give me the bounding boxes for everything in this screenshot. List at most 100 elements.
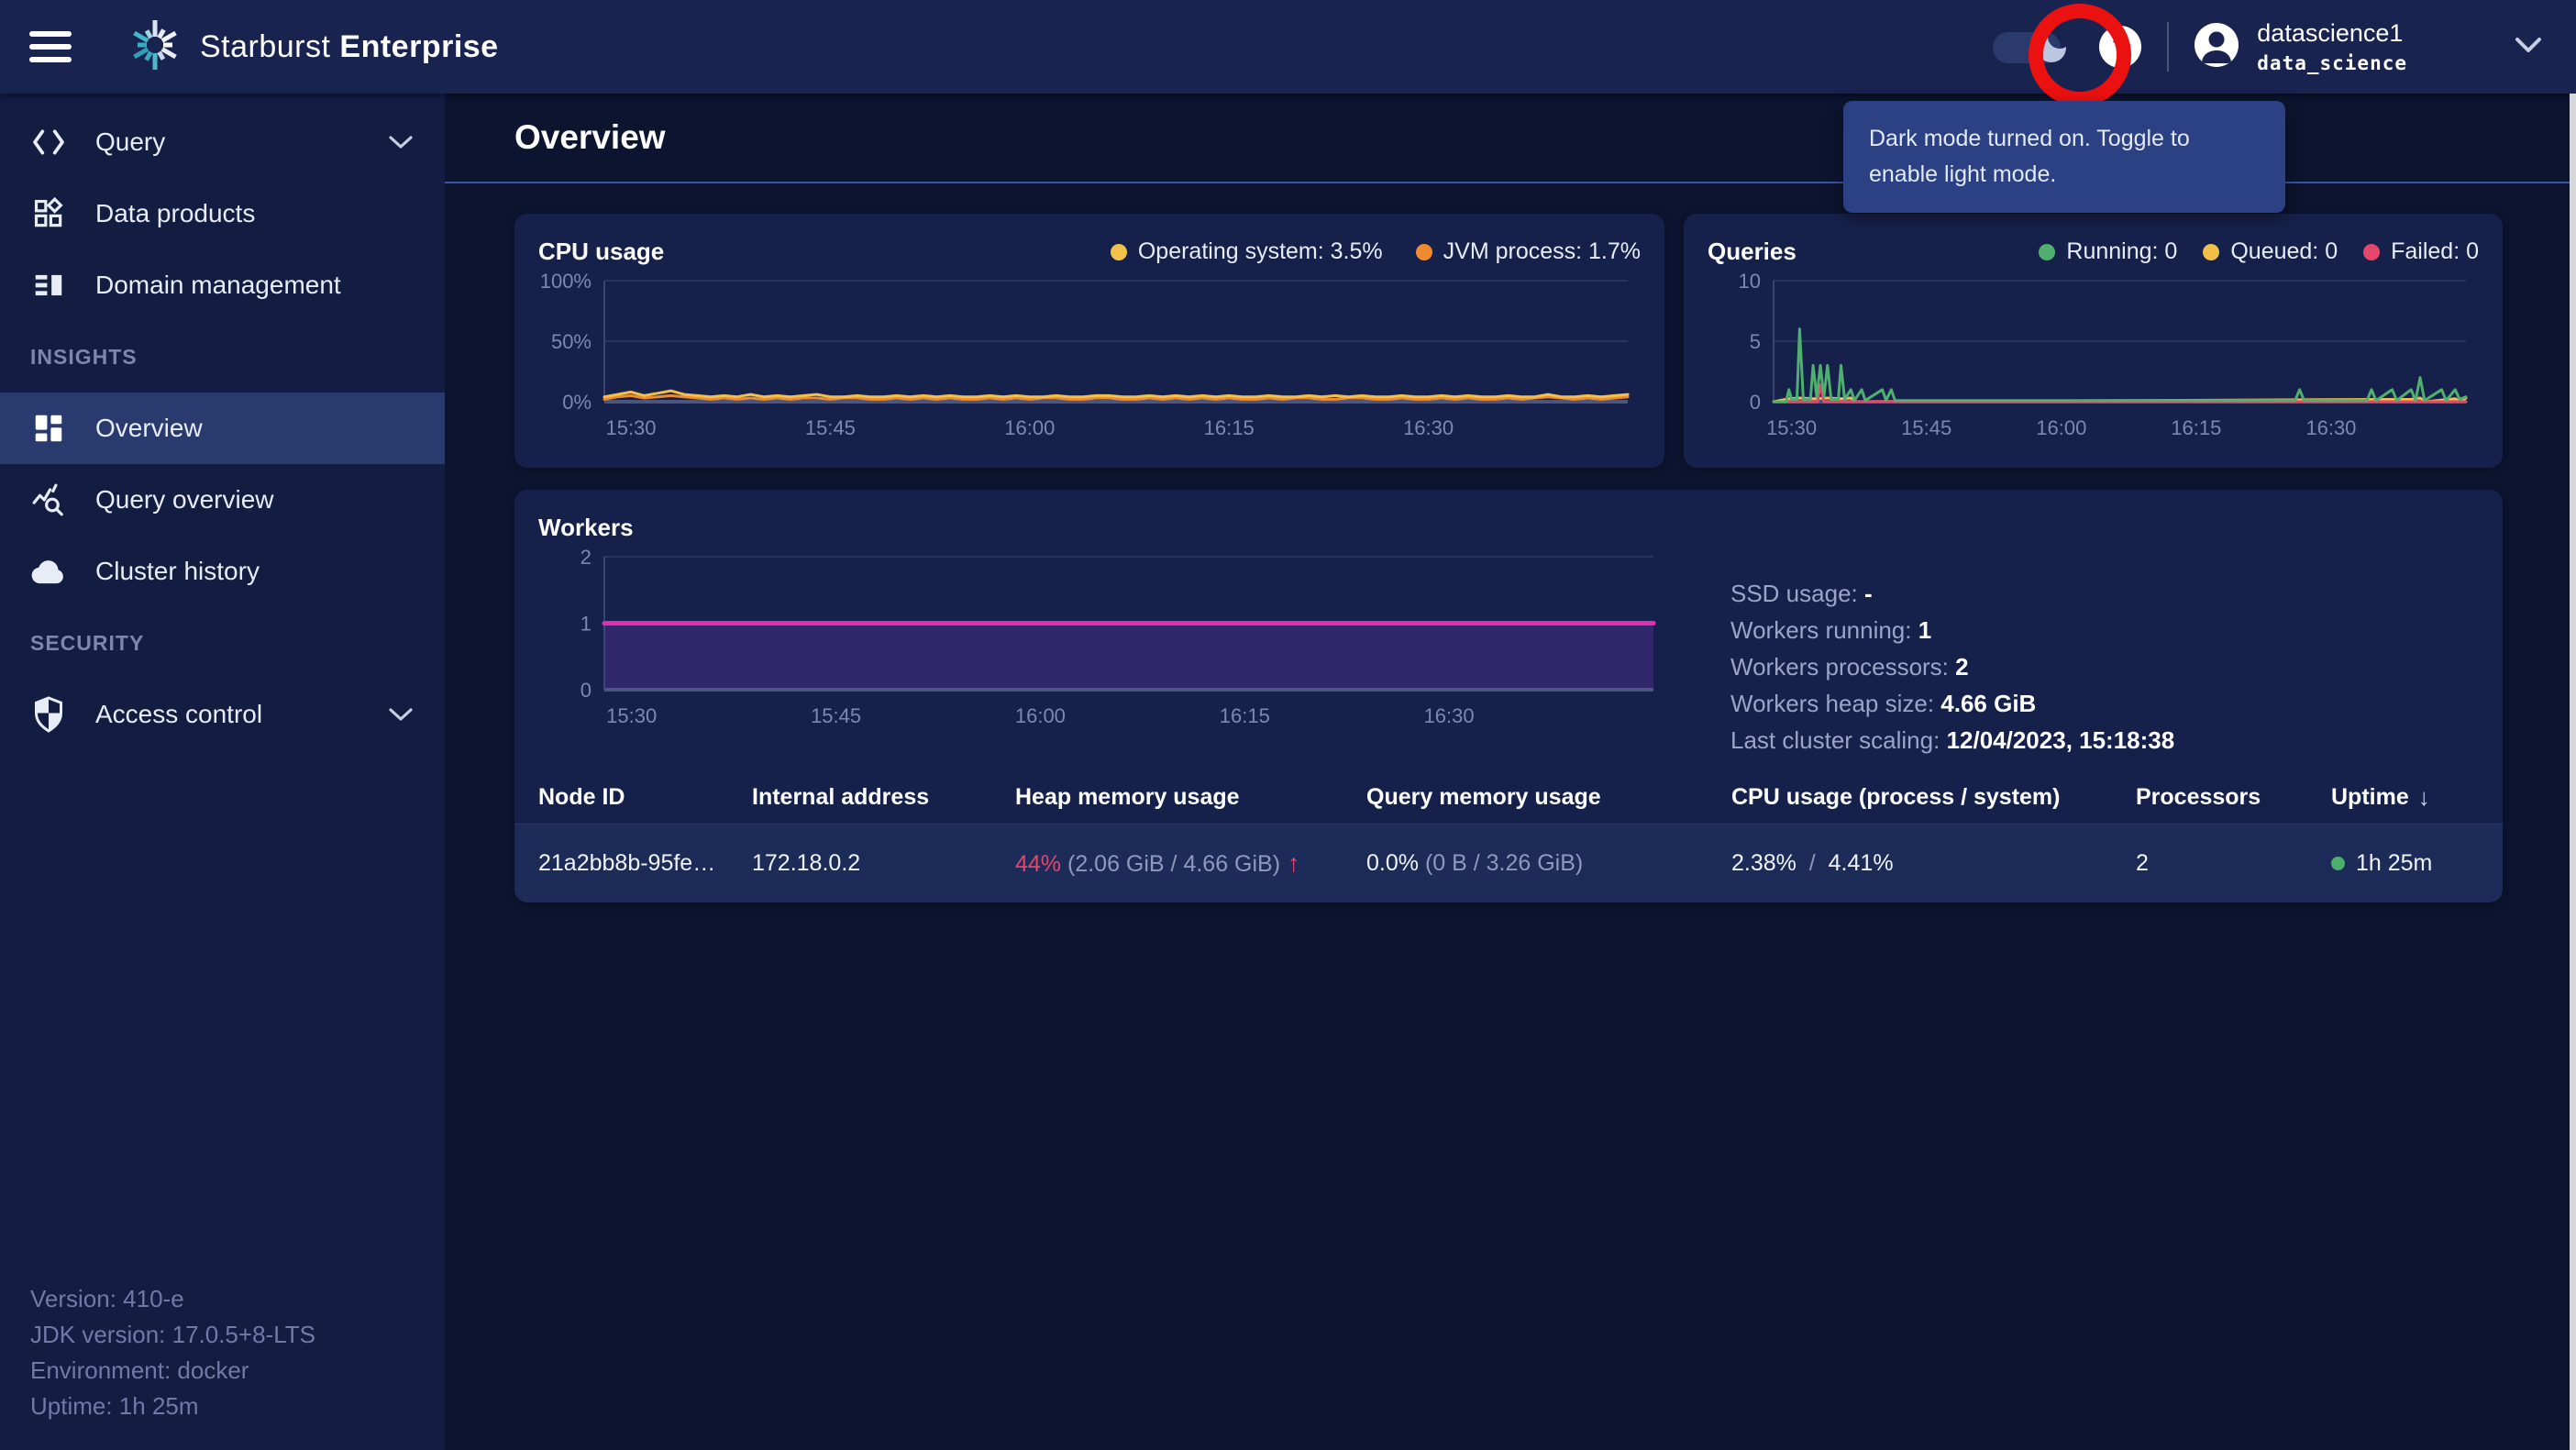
- legend-dot-green: [2039, 243, 2056, 260]
- svg-text:5: 5: [1750, 330, 1761, 353]
- svg-text:16:15: 16:15: [2171, 416, 2221, 439]
- svg-text:0%: 0%: [562, 391, 591, 414]
- legend-dot-yellow: [1110, 243, 1127, 260]
- svg-text:50%: 50%: [551, 330, 591, 353]
- sidebar-item-query-overview[interactable]: Query overview: [0, 464, 445, 536]
- col-internal-address[interactable]: Internal address: [752, 784, 930, 810]
- svg-text:16:15: 16:15: [1204, 416, 1255, 439]
- domain-management-icon: [28, 268, 70, 303]
- menu-icon[interactable]: [29, 31, 72, 62]
- svg-text:15:30: 15:30: [605, 416, 656, 439]
- col-cpu-usage[interactable]: CPU usage (process / system): [1731, 784, 2061, 810]
- brand-name: Starburst Enterprise: [200, 28, 499, 64]
- legend-jvm-process: JVM process: 1.7%: [1415, 238, 1641, 265]
- starburst-logo-icon: [125, 15, 185, 80]
- user-role: data_science: [2257, 52, 2407, 74]
- sidebar-item-data-products[interactable]: Data products: [0, 178, 445, 249]
- dashboard-icon: [28, 411, 70, 446]
- main-content: Overview CPU usage Operating system: 3.5…: [445, 94, 2576, 1450]
- sidebar-item-label: Access control: [95, 700, 263, 728]
- workers-card: Workers 0 1 2 15:30 15:45 16:00 16:15 16:30 SSD…: [514, 490, 2503, 902]
- legend-dot-orange: [1415, 243, 1432, 260]
- col-heap-memory[interactable]: Heap memory usage: [1015, 784, 1240, 810]
- svg-text:15:30: 15:30: [1766, 416, 1817, 439]
- sidebar-item-overview[interactable]: Overview: [0, 393, 445, 464]
- cloud-icon: [28, 557, 70, 586]
- cell-cpu-usage: 2.38% / 4.41%: [1731, 850, 1894, 876]
- legend-dot-red: [2363, 243, 2381, 260]
- data-products-icon: [28, 196, 70, 231]
- svg-text:16:15: 16:15: [1220, 704, 1270, 727]
- user-name: datascience1: [2257, 19, 2404, 47]
- account-chevron-down-icon[interactable]: [2514, 35, 2543, 60]
- dark-mode-toggle[interactable]: [1993, 25, 2072, 69]
- sidebar-item-label: Data products: [95, 199, 256, 227]
- sidebar-item-label: Query: [95, 127, 166, 156]
- legend-operating-system: Operating system: 3.5%: [1110, 238, 1383, 265]
- topbar-divider: [2167, 22, 2170, 72]
- cell-internal-address: 172.18.0.2: [752, 850, 861, 876]
- svg-text:16:00: 16:00: [1004, 416, 1055, 439]
- moon-icon: [2031, 25, 2075, 73]
- svg-text:15:45: 15:45: [811, 704, 861, 727]
- uptime-line: Uptime: 1h 25m: [30, 1392, 199, 1420]
- stat-last-scaling: Last cluster scaling: 12/04/2023, 15:18:…: [1730, 726, 2175, 754]
- user-info[interactable]: datascience1 data_science: [2257, 19, 2407, 74]
- help-icon[interactable]: ?: [2099, 26, 2142, 68]
- shield-icon: [28, 696, 70, 733]
- svg-text:16:30: 16:30: [1403, 416, 1454, 439]
- cell-heap-memory: 44% (2.06 GiB / 4.66 GiB) ↑: [1015, 849, 1300, 877]
- col-query-memory[interactable]: Query memory usage: [1366, 784, 1601, 810]
- version-info: Version: 410-e JDK version: 17.0.5+8-LTS…: [30, 1281, 315, 1424]
- svg-text:0: 0: [1750, 391, 1761, 414]
- col-uptime[interactable]: Uptime ↓: [2331, 783, 2430, 811]
- sidebar: Query Data products Domain ma: [0, 94, 445, 1450]
- sidebar-item-domain-management[interactable]: Domain management: [0, 249, 445, 321]
- chevron-down-icon[interactable]: [388, 134, 414, 150]
- sidebar-item-query[interactable]: Query: [0, 106, 445, 178]
- page-title: Overview: [514, 118, 666, 156]
- query-overview-icon: [28, 482, 70, 517]
- svg-text:16:00: 16:00: [2036, 416, 2086, 439]
- cell-processors: 2: [2136, 850, 2149, 876]
- svg-text:100%: 100%: [540, 270, 591, 293]
- svg-text:15:45: 15:45: [1901, 416, 1951, 439]
- col-node-id[interactable]: Node ID: [538, 784, 625, 810]
- status-dot-green: [2331, 857, 2345, 870]
- table-row[interactable]: 21a2bb8b-95fe… 172.18.0.2 44% (2.06 GiB …: [514, 825, 2503, 902]
- svg-text:1: 1: [580, 613, 591, 636]
- stat-ssd-usage: SSD usage: -: [1730, 580, 1873, 607]
- sidebar-section-insights: INSIGHTS: [30, 344, 138, 369]
- user-avatar[interactable]: [2193, 21, 2240, 73]
- queries-card-title: Queries: [1708, 238, 1797, 265]
- chevron-down-icon[interactable]: [388, 706, 414, 723]
- nodes-table: Node ID Internal address Heap memory usa…: [514, 771, 2503, 902]
- queries-card: Queries Running: 0 Queued: 0: [1684, 214, 2503, 468]
- cpu-usage-chart[interactable]: 0% 50% 100% 15:30 15:45 16:00 16:15 16:30: [538, 266, 1641, 442]
- code-icon: [28, 127, 70, 158]
- sidebar-item-cluster-history[interactable]: Cluster history: [0, 536, 445, 607]
- svg-text:16:30: 16:30: [1424, 704, 1475, 727]
- jdk-version-line: JDK version: 17.0.5+8-LTS: [30, 1321, 315, 1348]
- queries-chart[interactable]: 0 5 10 15:30 15:45 16:00 16:15 16:30: [1708, 266, 2479, 442]
- vertical-scrollbar[interactable]: [2570, 94, 2576, 1450]
- cell-node-id: 21a2bb8b-95fe…: [538, 850, 716, 876]
- trend-up-icon: ↑: [1288, 849, 1300, 877]
- sidebar-item-label: Cluster history: [95, 557, 260, 585]
- legend-queued: Queued: 0: [2203, 238, 2338, 265]
- sidebar-item-label: Overview: [95, 414, 203, 442]
- sidebar-item-label: Domain management: [95, 271, 341, 299]
- top-bar: Starburst Enterprise ?: [0, 0, 2576, 94]
- sort-desc-icon[interactable]: ↓: [2417, 783, 2430, 811]
- table-header-row: Node ID Internal address Heap memory usa…: [514, 771, 2503, 825]
- cell-query-memory: 0.0% (0 B / 3.26 GiB): [1366, 850, 1584, 876]
- svg-text:2: 2: [580, 546, 591, 569]
- workers-chart[interactable]: 0 1 2 15:30 15:45 16:00 16:15 16:30: [538, 542, 1666, 730]
- workers-card-title: Workers: [538, 514, 634, 541]
- col-processors[interactable]: Processors: [2136, 784, 2261, 810]
- version-line: Version: 410-e: [30, 1285, 184, 1312]
- stat-workers-running: Workers running: 1: [1730, 616, 1932, 644]
- svg-text:15:45: 15:45: [805, 416, 856, 439]
- svg-text:16:30: 16:30: [2305, 416, 2356, 439]
- sidebar-item-access-control[interactable]: Access control: [0, 679, 445, 750]
